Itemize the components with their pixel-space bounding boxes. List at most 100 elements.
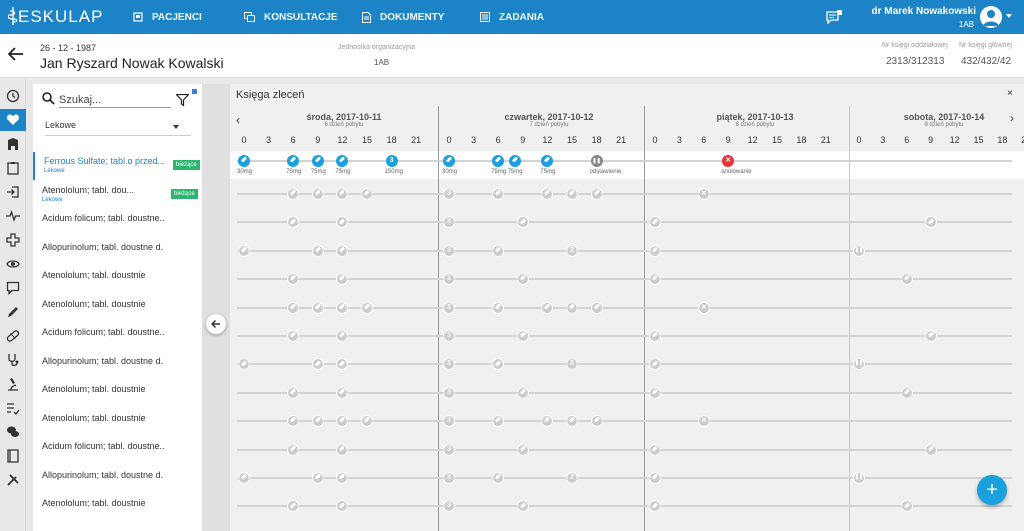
list-item[interactable]: Allopurinolum; tabl. doustne d... xyxy=(33,238,202,266)
sidebar-item-microscope[interactable] xyxy=(0,373,26,395)
nav-patients[interactable]: PACJENCI xyxy=(133,0,202,34)
user-menu-caret[interactable] xyxy=(1006,14,1012,18)
dose-pill-icon[interactable] xyxy=(336,244,349,257)
dose-count-marker[interactable]: 3 xyxy=(443,273,455,286)
dose-pill-icon[interactable] xyxy=(516,330,529,342)
dose-pill-icon[interactable] xyxy=(649,386,661,399)
cancel-icon[interactable]: ✕ xyxy=(697,415,710,428)
dose-pill-icon[interactable] xyxy=(649,500,661,513)
sidebar-item-login[interactable] xyxy=(0,181,26,203)
dose-pill-icon[interactable] xyxy=(238,244,250,257)
dose-pill-icon[interactable] xyxy=(311,358,324,371)
dose-pill-icon[interactable] xyxy=(492,188,505,200)
add-order-button[interactable]: + xyxy=(977,475,1007,505)
dose-pill-icon[interactable] xyxy=(311,472,324,484)
cancel-icon[interactable]: ✕ xyxy=(697,188,710,200)
sidebar-item-eye[interactable] xyxy=(0,253,26,275)
dose-pill-icon[interactable] xyxy=(924,216,937,229)
nav-consultations[interactable]: KONSULTACJE xyxy=(244,0,338,34)
dose-pill-icon[interactable] xyxy=(566,188,578,200)
dose-pill-icon[interactable] xyxy=(516,216,529,229)
dose-pill-icon[interactable] xyxy=(649,330,661,342)
dose-pill-icon[interactable] xyxy=(287,330,300,342)
dose-pill-icon[interactable] xyxy=(287,188,300,200)
list-item[interactable]: Atenololum; tabl. dou... Lekowe bieżące xyxy=(33,181,202,209)
dose-pill-icon[interactable] xyxy=(336,472,349,484)
dose-count-marker[interactable]: 3 xyxy=(443,330,455,342)
category-select[interactable]: Lekowe xyxy=(45,120,191,136)
dose-pill-icon[interactable] xyxy=(287,500,300,513)
dose-pill-icon[interactable] xyxy=(516,273,529,286)
dose-pill-icon[interactable] xyxy=(238,155,250,167)
search-input[interactable] xyxy=(59,92,171,108)
prev-days-chevron-icon[interactable]: ‹ xyxy=(236,113,240,127)
dose-pill-icon[interactable] xyxy=(924,330,937,342)
dose-pill-icon[interactable] xyxy=(541,155,554,167)
pause-icon[interactable]: ❚❚ xyxy=(853,358,865,371)
dose-pill-icon[interactable] xyxy=(649,244,661,257)
dose-pill-icon[interactable] xyxy=(311,155,324,167)
pause-icon[interactable]: ❚❚ xyxy=(853,472,865,484)
dose-count-marker[interactable]: 3 xyxy=(443,500,455,513)
dose-pill-icon[interactable] xyxy=(516,500,529,513)
list-item[interactable]: Ferrous Sulfate; tabl.o przed... Lekowe bi… xyxy=(33,152,202,180)
dose-pill-icon[interactable] xyxy=(649,216,661,229)
dose-pill-icon[interactable] xyxy=(311,415,324,428)
sidebar-item-history[interactable] xyxy=(0,85,26,107)
dose-pill-icon[interactable] xyxy=(924,443,937,456)
dose-pill-icon[interactable] xyxy=(287,301,300,314)
dose-pill-icon[interactable] xyxy=(492,358,505,371)
sidebar-item-comment[interactable] xyxy=(0,277,26,299)
dose-pill-icon[interactable] xyxy=(336,273,349,286)
sidebar-item-clipboard[interactable] xyxy=(0,157,26,179)
dose-pill-icon[interactable] xyxy=(361,188,373,200)
dose-count-marker[interactable]: 3 xyxy=(385,155,398,167)
dose-pill-icon[interactable] xyxy=(287,415,300,428)
collapse-panel-button[interactable] xyxy=(206,314,226,334)
dose-pill-icon[interactable] xyxy=(336,188,349,200)
list-item[interactable]: Atenololum; tabl. doustnie xyxy=(33,409,202,437)
dose-count-marker[interactable]: 3 xyxy=(443,443,455,456)
dose-count-marker[interactable]: 3 xyxy=(443,216,455,229)
cancel-icon[interactable]: ✕ xyxy=(722,155,735,167)
dose-pill-icon[interactable] xyxy=(492,155,505,167)
dose-pill-icon[interactable] xyxy=(336,330,349,342)
nav-documents[interactable]: DOKUMENTY xyxy=(362,0,444,34)
dose-pill-icon[interactable] xyxy=(336,443,349,456)
messages-icon[interactable] xyxy=(826,10,842,29)
dose-pill-icon[interactable] xyxy=(492,415,505,428)
dose-pill-icon[interactable] xyxy=(336,216,349,229)
dose-pill-icon[interactable] xyxy=(566,415,578,428)
dose-count-marker[interactable]: 3 xyxy=(443,472,455,484)
sidebar-item-heart[interactable] xyxy=(0,109,26,131)
dose-pill-icon[interactable] xyxy=(336,301,349,314)
sidebar-item-pulse[interactable] xyxy=(0,205,26,227)
dose-pill-icon[interactable] xyxy=(311,301,324,314)
dose-count-marker[interactable]: 3 xyxy=(443,244,455,257)
list-item[interactable]: Acidum folicum; tabl. doustne... xyxy=(33,323,202,351)
next-days-chevron-icon[interactable]: › xyxy=(1010,111,1014,125)
dose-pill-icon[interactable] xyxy=(541,188,554,200)
dose-count-marker[interactable]: 3 xyxy=(443,358,455,371)
pause-icon[interactable]: ❚❚ xyxy=(590,155,603,167)
dose-pill-icon[interactable] xyxy=(361,415,373,428)
nav-tasks[interactable]: ZADANIA xyxy=(480,0,544,34)
dose-pill-icon[interactable] xyxy=(900,273,913,286)
dose-pill-icon[interactable] xyxy=(336,358,349,371)
list-item[interactable]: Allopurinolum; tabl. doustne d... xyxy=(33,466,202,494)
pause-icon[interactable]: ❚❚ xyxy=(853,244,865,257)
dose-pill-icon[interactable] xyxy=(336,155,349,167)
dose-pill-icon[interactable] xyxy=(649,358,661,371)
dose-pill-icon[interactable] xyxy=(590,188,603,200)
sidebar-item-building[interactable] xyxy=(0,133,26,155)
dose-pill-icon[interactable] xyxy=(287,273,300,286)
dose-pill-icon[interactable] xyxy=(287,216,300,229)
list-item[interactable]: Atenololum; tabl. doustnie xyxy=(33,295,202,323)
dose-pill-icon[interactable] xyxy=(287,443,300,456)
list-item[interactable]: Allopurinolum; tabl. doustne d... xyxy=(33,352,202,380)
dose-count-marker[interactable]: 3 xyxy=(443,188,455,200)
dose-pill-icon[interactable] xyxy=(443,155,455,167)
dose-pill-icon[interactable] xyxy=(311,188,324,200)
sidebar-item-stethoscope[interactable] xyxy=(0,349,26,371)
dose-pill-icon[interactable] xyxy=(311,244,324,257)
